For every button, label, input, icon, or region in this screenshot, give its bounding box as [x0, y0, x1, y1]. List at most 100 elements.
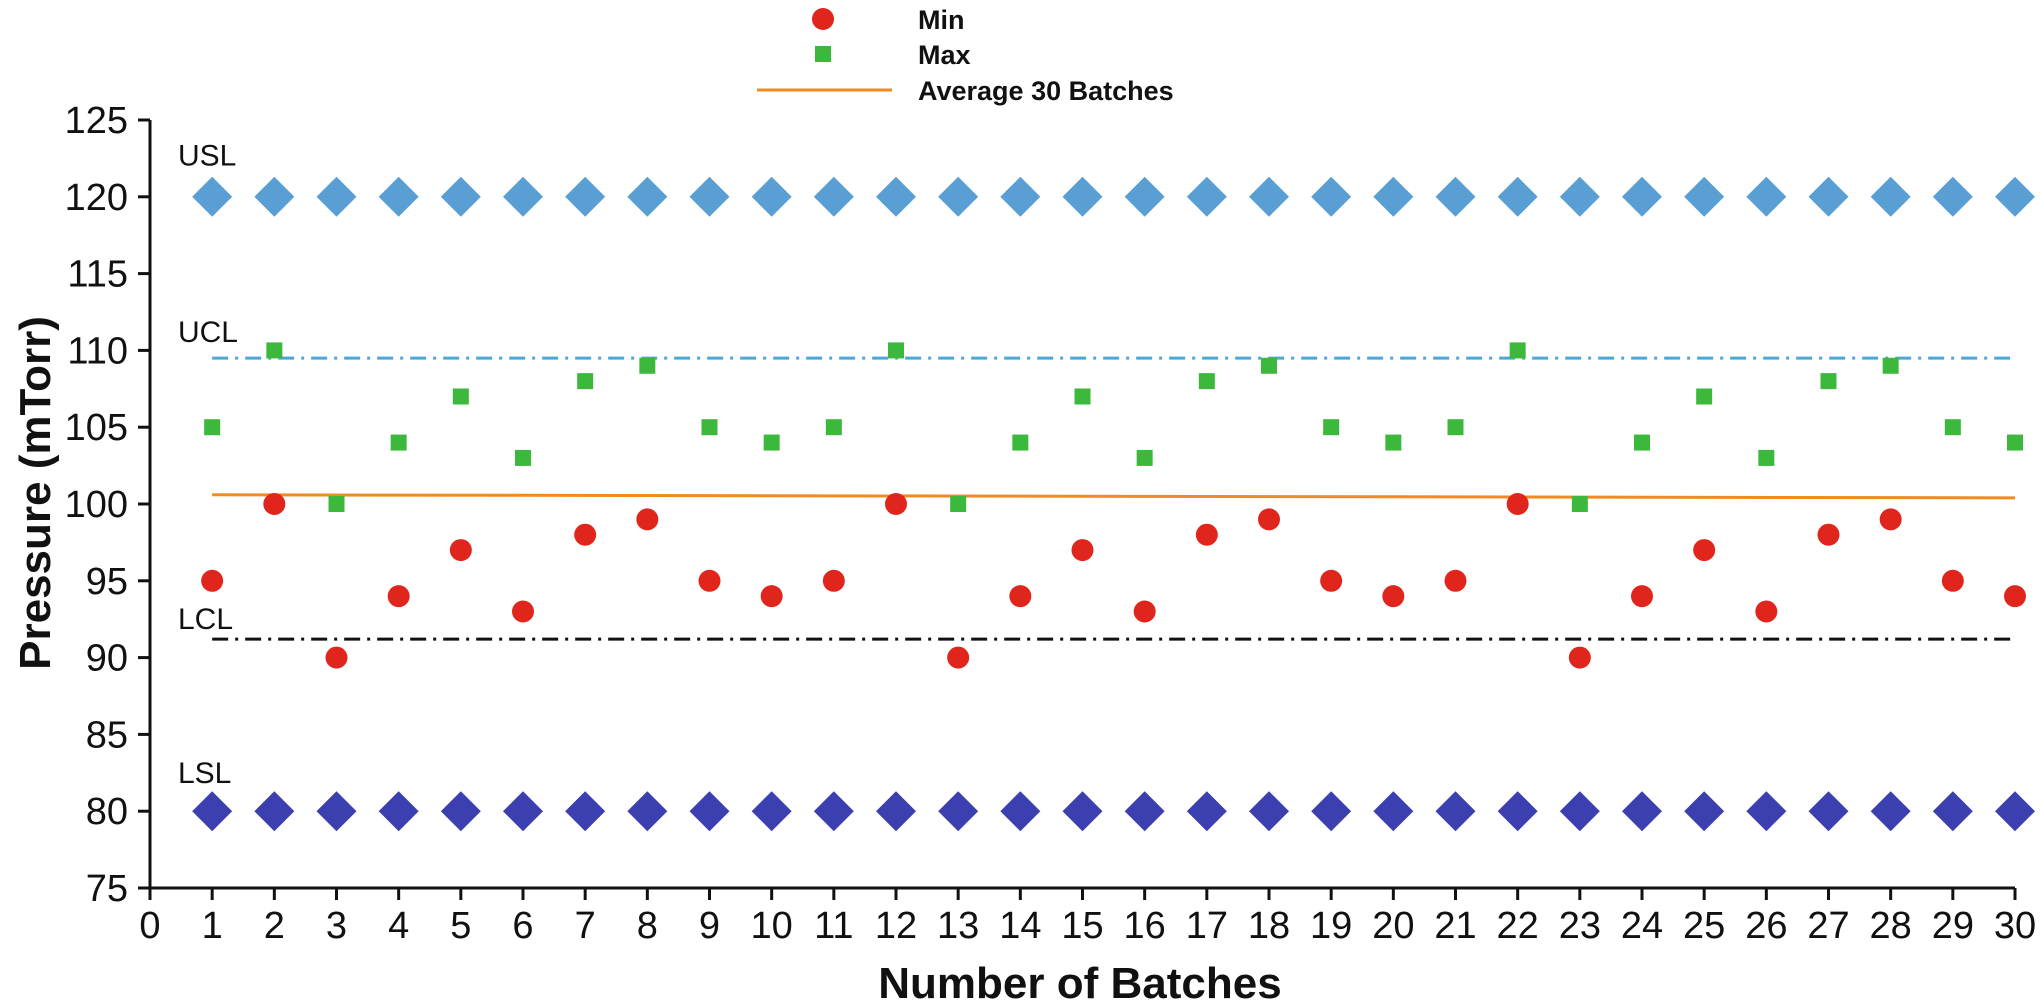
x-tick-label: 13: [937, 905, 979, 947]
lsl-point: [1124, 791, 1165, 832]
max-point: [1758, 449, 1775, 466]
y-tick-label: 120: [65, 177, 128, 219]
lsl-point: [1373, 791, 1414, 832]
annotations: USL UCL LCL LSL: [178, 139, 238, 789]
usl-point: [1746, 176, 1787, 217]
x-tick-label: 6: [512, 905, 533, 947]
usl-point: [1124, 176, 1165, 217]
min-point: [1693, 539, 1716, 562]
legend-label-average-30-batches: Average 30 Batches: [918, 76, 1174, 106]
x-tick-label: 4: [388, 905, 409, 947]
x-tick-label: 28: [1870, 905, 1912, 947]
x-tick-label: 25: [1683, 905, 1725, 947]
x-tick-label: 17: [1186, 905, 1228, 947]
max-point: [1323, 419, 1340, 436]
min-point: [263, 493, 286, 515]
series-lsl: [192, 791, 2035, 832]
label-usl: USL: [178, 139, 236, 172]
lsl-point: [192, 791, 233, 832]
usl-point: [1870, 176, 1911, 217]
y-axis-title: Pressure (mTorr): [11, 316, 60, 670]
data-series: [192, 176, 2035, 832]
lsl-point: [1808, 791, 1849, 832]
lsl-point: [1559, 791, 1600, 832]
average-30-batches-line: [212, 493, 2016, 500]
min-point: [1568, 646, 1591, 669]
usl-point: [1808, 176, 1849, 217]
usl-point: [1995, 176, 2035, 217]
y-ticks: 75 80 85 90 95 100 105 110 115 120 125: [65, 100, 150, 910]
lsl-point: [378, 791, 419, 832]
series-usl: [192, 176, 2035, 217]
lsl-point: [316, 791, 357, 832]
max-point: [1571, 496, 1588, 512]
max-point: [2007, 434, 2023, 451]
min-point: [1755, 600, 1778, 623]
x-tick-label: 1: [202, 905, 223, 947]
lsl-point: [1932, 791, 1973, 832]
lsl-point: [1746, 791, 1787, 832]
min-point: [325, 646, 348, 669]
reference-lines: [212, 356, 2016, 641]
usl-point: [440, 176, 481, 217]
max-point: [1509, 342, 1526, 359]
x-tick-label: 0: [139, 905, 160, 947]
label-lsl: LSL: [178, 757, 231, 790]
legend-label-max: Max: [918, 40, 971, 70]
max-point: [1136, 449, 1153, 466]
usl-point: [192, 176, 233, 217]
min-point: [1320, 569, 1343, 592]
min-point: [201, 569, 224, 592]
lsl-point: [1684, 791, 1725, 832]
max-point: [1074, 388, 1091, 405]
x-tick-label: 12: [875, 905, 917, 947]
min-point: [698, 569, 721, 592]
lsl-point: [938, 791, 979, 832]
y-tick-label: 85: [86, 714, 128, 756]
min-point: [1071, 539, 1094, 562]
x-tick-label: 18: [1248, 905, 1290, 947]
max-point: [1261, 357, 1277, 374]
min-point: [1382, 585, 1405, 608]
max-point: [577, 373, 594, 390]
min-point: [636, 508, 659, 531]
x-tick-label: 30: [1994, 905, 2036, 947]
usl-point: [627, 176, 668, 217]
usl-point: [751, 176, 792, 217]
usl-point: [254, 176, 295, 217]
lsl-point: [751, 791, 792, 832]
x-axis-title: Number of Batches: [878, 959, 1281, 1006]
y-tick-label: 80: [86, 791, 128, 833]
min-point: [1444, 569, 1467, 592]
lsl-point: [689, 791, 730, 832]
x-tick-label: 11: [814, 905, 853, 947]
max-point: [1944, 419, 1961, 436]
x-tick-label: 3: [326, 905, 347, 947]
usl-point: [1684, 176, 1725, 217]
lsl-point: [503, 791, 543, 832]
x-tick-label: 20: [1372, 905, 1414, 947]
min-point: [2004, 585, 2026, 608]
min-point: [449, 539, 472, 562]
x-tick-label: 22: [1497, 905, 1539, 947]
usl-point: [1062, 176, 1103, 217]
legend-label-min: Min: [918, 5, 965, 35]
min-point: [512, 600, 534, 623]
x-tick-label: 21: [1434, 905, 1476, 947]
min-point: [1195, 523, 1218, 546]
legend: Min Max Average 30 Batches: [757, 5, 1174, 106]
lsl-point: [1622, 791, 1662, 832]
max-point: [1820, 373, 1837, 390]
min-point: [1817, 523, 1840, 546]
max-point: [266, 342, 283, 359]
y-tick-label: 105: [65, 407, 128, 449]
x-tick-label: 19: [1310, 905, 1352, 947]
min-point: [1631, 585, 1653, 608]
max-point: [1385, 434, 1402, 451]
x-tick-label: 8: [637, 905, 658, 947]
min-point: [1879, 508, 1902, 531]
usl-point: [1932, 176, 1973, 217]
min-point: [1941, 569, 1964, 592]
usl-point: [565, 176, 606, 217]
